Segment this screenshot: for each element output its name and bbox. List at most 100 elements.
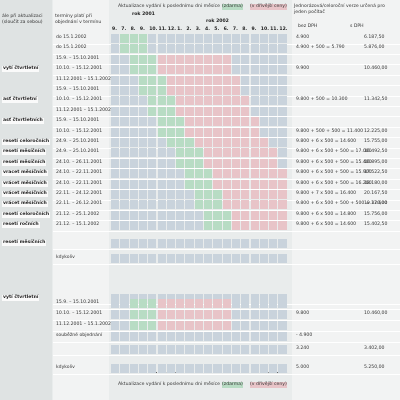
row-price-vat: 19.320,00 <box>364 201 388 207</box>
month-cell <box>157 190 166 199</box>
month-cell <box>185 310 194 319</box>
month-cell <box>278 345 287 354</box>
row-rule <box>53 248 400 250</box>
month-cell <box>111 54 120 64</box>
month-cell <box>138 294 148 303</box>
row-period: kdykoliv <box>56 255 75 260</box>
month-cell <box>259 200 269 210</box>
month-cell <box>222 44 231 54</box>
month-cell <box>138 106 148 116</box>
month-cell <box>185 200 194 210</box>
month-cell <box>241 239 250 248</box>
month-cell <box>269 332 278 341</box>
footer-update-title: Aktualizace vydání k poslednímu dni měsí… <box>118 382 220 387</box>
month-cell <box>278 294 287 303</box>
month-cell <box>185 34 194 43</box>
month-cell <box>194 239 203 248</box>
month-cell <box>129 96 138 106</box>
month-cell <box>250 299 259 308</box>
month-cell <box>250 221 259 231</box>
month-cell <box>204 34 213 43</box>
month-cell <box>138 210 148 220</box>
month-cell <box>157 221 166 231</box>
month-cell <box>166 210 176 220</box>
month-cell <box>204 179 213 189</box>
row-rule <box>53 158 400 159</box>
month-cell <box>120 254 129 263</box>
month-cell <box>166 44 176 54</box>
month-cell <box>157 44 166 54</box>
month-cell <box>213 239 222 248</box>
month-cell <box>231 54 241 64</box>
row-rule <box>53 147 400 149</box>
month-cell <box>259 127 269 137</box>
month-cell <box>176 299 185 308</box>
month-cell <box>222 210 231 220</box>
row-price: 9.900 <box>296 66 310 72</box>
month-cell <box>250 364 259 373</box>
month-cell <box>278 44 287 54</box>
month-cell <box>222 200 231 210</box>
row-label: vytí čtvrtletní <box>2 66 40 73</box>
month-cell <box>129 34 138 43</box>
row-rule <box>53 354 400 356</box>
month-cell <box>241 158 250 168</box>
month-cell <box>231 310 241 319</box>
month-cell <box>278 96 287 106</box>
row-label: resetí měsíčních <box>2 149 47 156</box>
month-cell <box>269 127 278 137</box>
month-cell <box>111 221 120 231</box>
month-cell <box>185 75 194 85</box>
month-cell <box>185 179 194 189</box>
month-cell <box>222 299 231 308</box>
month-cell <box>148 96 157 106</box>
month-cell <box>194 190 203 199</box>
month-cell <box>241 254 250 263</box>
row-label: resetí ročních <box>2 222 40 229</box>
row-price: 9.800 + 6 x 500 + 500 = 16.200 <box>296 180 372 186</box>
month-cell <box>111 239 120 248</box>
month-cell <box>194 75 203 85</box>
month-cell <box>129 310 138 319</box>
month-cell <box>222 169 231 179</box>
row-period: 11.12.2001 – 15.1.2002 <box>56 322 111 327</box>
row-rule <box>53 126 400 128</box>
month-header: 11. <box>158 27 167 32</box>
month-cell <box>185 169 194 179</box>
row-price-vat: 17.522,50 <box>364 170 388 176</box>
month-cell <box>278 321 287 330</box>
month-cell <box>241 148 250 158</box>
month-cell <box>259 75 269 85</box>
month-cell <box>194 44 203 54</box>
month-cell <box>231 106 241 116</box>
month-cell <box>213 169 222 179</box>
month-cell <box>204 96 213 106</box>
month-cell <box>111 190 120 199</box>
month-cell <box>259 239 269 248</box>
month-cell <box>148 54 157 64</box>
month-cell <box>231 158 241 168</box>
month-cell <box>111 200 120 210</box>
month-cell <box>241 364 250 373</box>
row-rule <box>53 308 400 310</box>
year-2001: rok 2001 <box>132 12 155 17</box>
footer-free-note: (zdarma) <box>222 382 243 388</box>
month-cell <box>213 210 222 220</box>
month-cell <box>222 345 231 354</box>
left-title: ále při aktualizaci (sloučit za sebou) <box>2 14 43 25</box>
month-cell <box>157 106 166 116</box>
month-cell <box>129 75 138 85</box>
month-cell <box>129 44 138 54</box>
row-rule <box>53 64 400 65</box>
month-cell <box>241 86 250 95</box>
month-cell <box>185 364 194 373</box>
month-cell <box>148 65 157 75</box>
month-cell <box>241 310 250 319</box>
month-cell <box>148 44 157 54</box>
month-cell <box>148 138 157 147</box>
month-cell <box>111 254 120 263</box>
month-cell <box>129 294 138 303</box>
month-cell <box>129 210 138 220</box>
month-cell <box>204 210 213 220</box>
month-header: 3. <box>195 27 201 32</box>
